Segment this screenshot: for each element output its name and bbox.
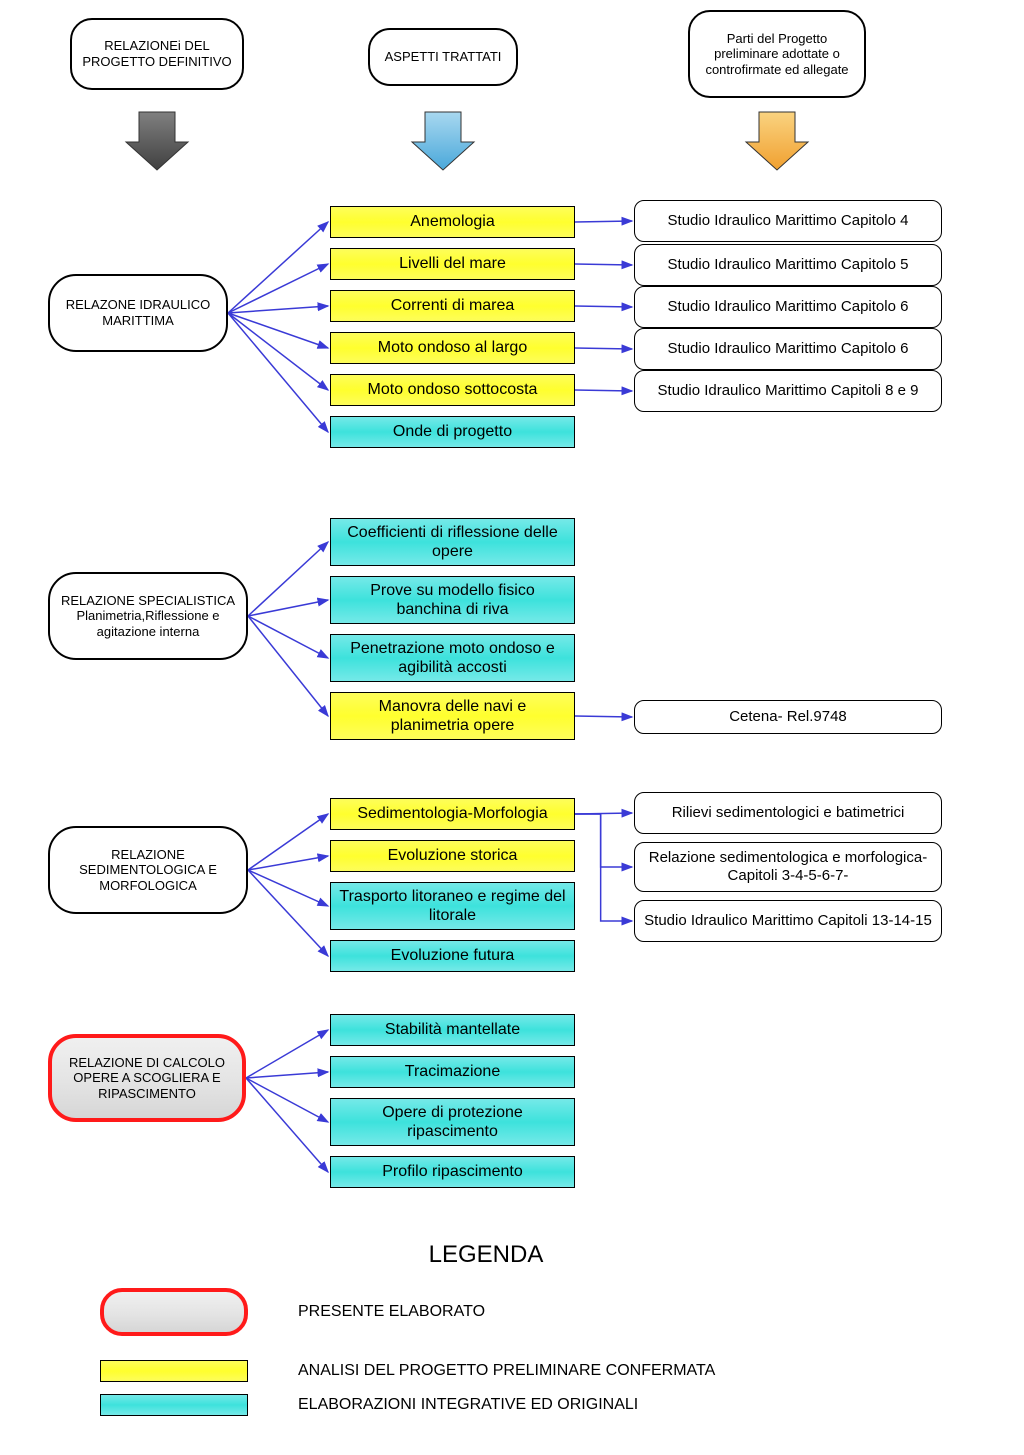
out-node-O5: Studio Idraulico Marittimo Capitoli 8 e … <box>634 370 942 412</box>
out-node-O4: Studio Idraulico Marittimo Capitolo 6 <box>634 328 942 370</box>
mid-node-M11: Sedimentologia-Morfologia <box>330 798 575 830</box>
left-node-L3: RELAZIONE SEDIMENTOLOGICA E MORFOLOGICA <box>48 826 248 914</box>
legend-label-2: ELABORAZIONI INTEGRATIVE ED ORIGINALI <box>290 1394 850 1416</box>
mid-node-M1: Anemologia <box>330 206 575 238</box>
out-node-O8: Relazione sedimentologica e morfologica-… <box>634 842 942 892</box>
left-node-L1: RELAZONE IDRAULICO MARITTIMA <box>48 274 228 352</box>
mid-node-M4: Moto ondoso al largo <box>330 332 575 364</box>
left-node-L4: RELAZIONE DI CALCOLO OPERE A SCOGLIERA E… <box>48 1034 246 1122</box>
header-h3: Parti del Progetto preliminare adottate … <box>688 10 866 98</box>
mid-node-M8: Prove su modello fisico banchina di riva <box>330 576 575 624</box>
left-node-L2: RELAZIONE SPECIALISTICA Planimetria,Rifl… <box>48 572 248 660</box>
mid-node-M10: Manovra delle navi e planimetria opere <box>330 692 575 740</box>
mid-node-M12: Evoluzione storica <box>330 840 575 872</box>
mid-node-M3: Correnti di marea <box>330 290 575 322</box>
out-node-O3: Studio Idraulico Marittimo Capitolo 6 <box>634 286 942 328</box>
out-node-O7: Rilievi sedimentologici e batimetrici <box>634 792 942 834</box>
out-node-O2: Studio Idraulico Marittimo Capitolo 5 <box>634 244 942 286</box>
mid-node-M18: Profilo ripascimento <box>330 1156 575 1188</box>
header-h2: ASPETTI TRATTATI <box>368 28 518 86</box>
legend-shape-0 <box>100 1288 248 1336</box>
legend-title: LEGENDA <box>386 1240 586 1270</box>
legend-shape-1 <box>100 1360 248 1382</box>
mid-node-M13: Trasporto litoraneo e regime del litoral… <box>330 882 575 930</box>
mid-node-M5: Moto ondoso sottocosta <box>330 374 575 406</box>
mid-node-M6: Onde di progetto <box>330 416 575 448</box>
mid-node-M17: Opere di protezione ripascimento <box>330 1098 575 1146</box>
mid-node-M2: Livelli del mare <box>330 248 575 280</box>
out-node-O9: Studio Idraulico Marittimo Capitoli 13-1… <box>634 900 942 942</box>
legend-label-1: ANALISI DEL PROGETTO PRELIMINARE CONFERM… <box>290 1360 850 1382</box>
out-node-O1: Studio Idraulico Marittimo Capitolo 4 <box>634 200 942 242</box>
mid-node-M7: Coefficienti di riflessione delle opere <box>330 518 575 566</box>
mid-node-M16: Tracimazione <box>330 1056 575 1088</box>
legend-label-0: PRESENTE ELABORATO <box>290 1301 850 1323</box>
mid-node-M15: Stabilità mantellate <box>330 1014 575 1046</box>
mid-node-M9: Penetrazione moto ondoso e agibilità acc… <box>330 634 575 682</box>
header-h1: RELAZIONEi DEL PROGETTO DEFINITIVO <box>70 18 244 90</box>
legend-shape-2 <box>100 1394 248 1416</box>
out-node-O6: Cetena- Rel.9748 <box>634 700 942 734</box>
mid-node-M14: Evoluzione futura <box>330 940 575 972</box>
